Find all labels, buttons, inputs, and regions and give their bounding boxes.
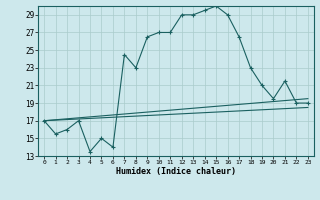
X-axis label: Humidex (Indice chaleur): Humidex (Indice chaleur): [116, 167, 236, 176]
